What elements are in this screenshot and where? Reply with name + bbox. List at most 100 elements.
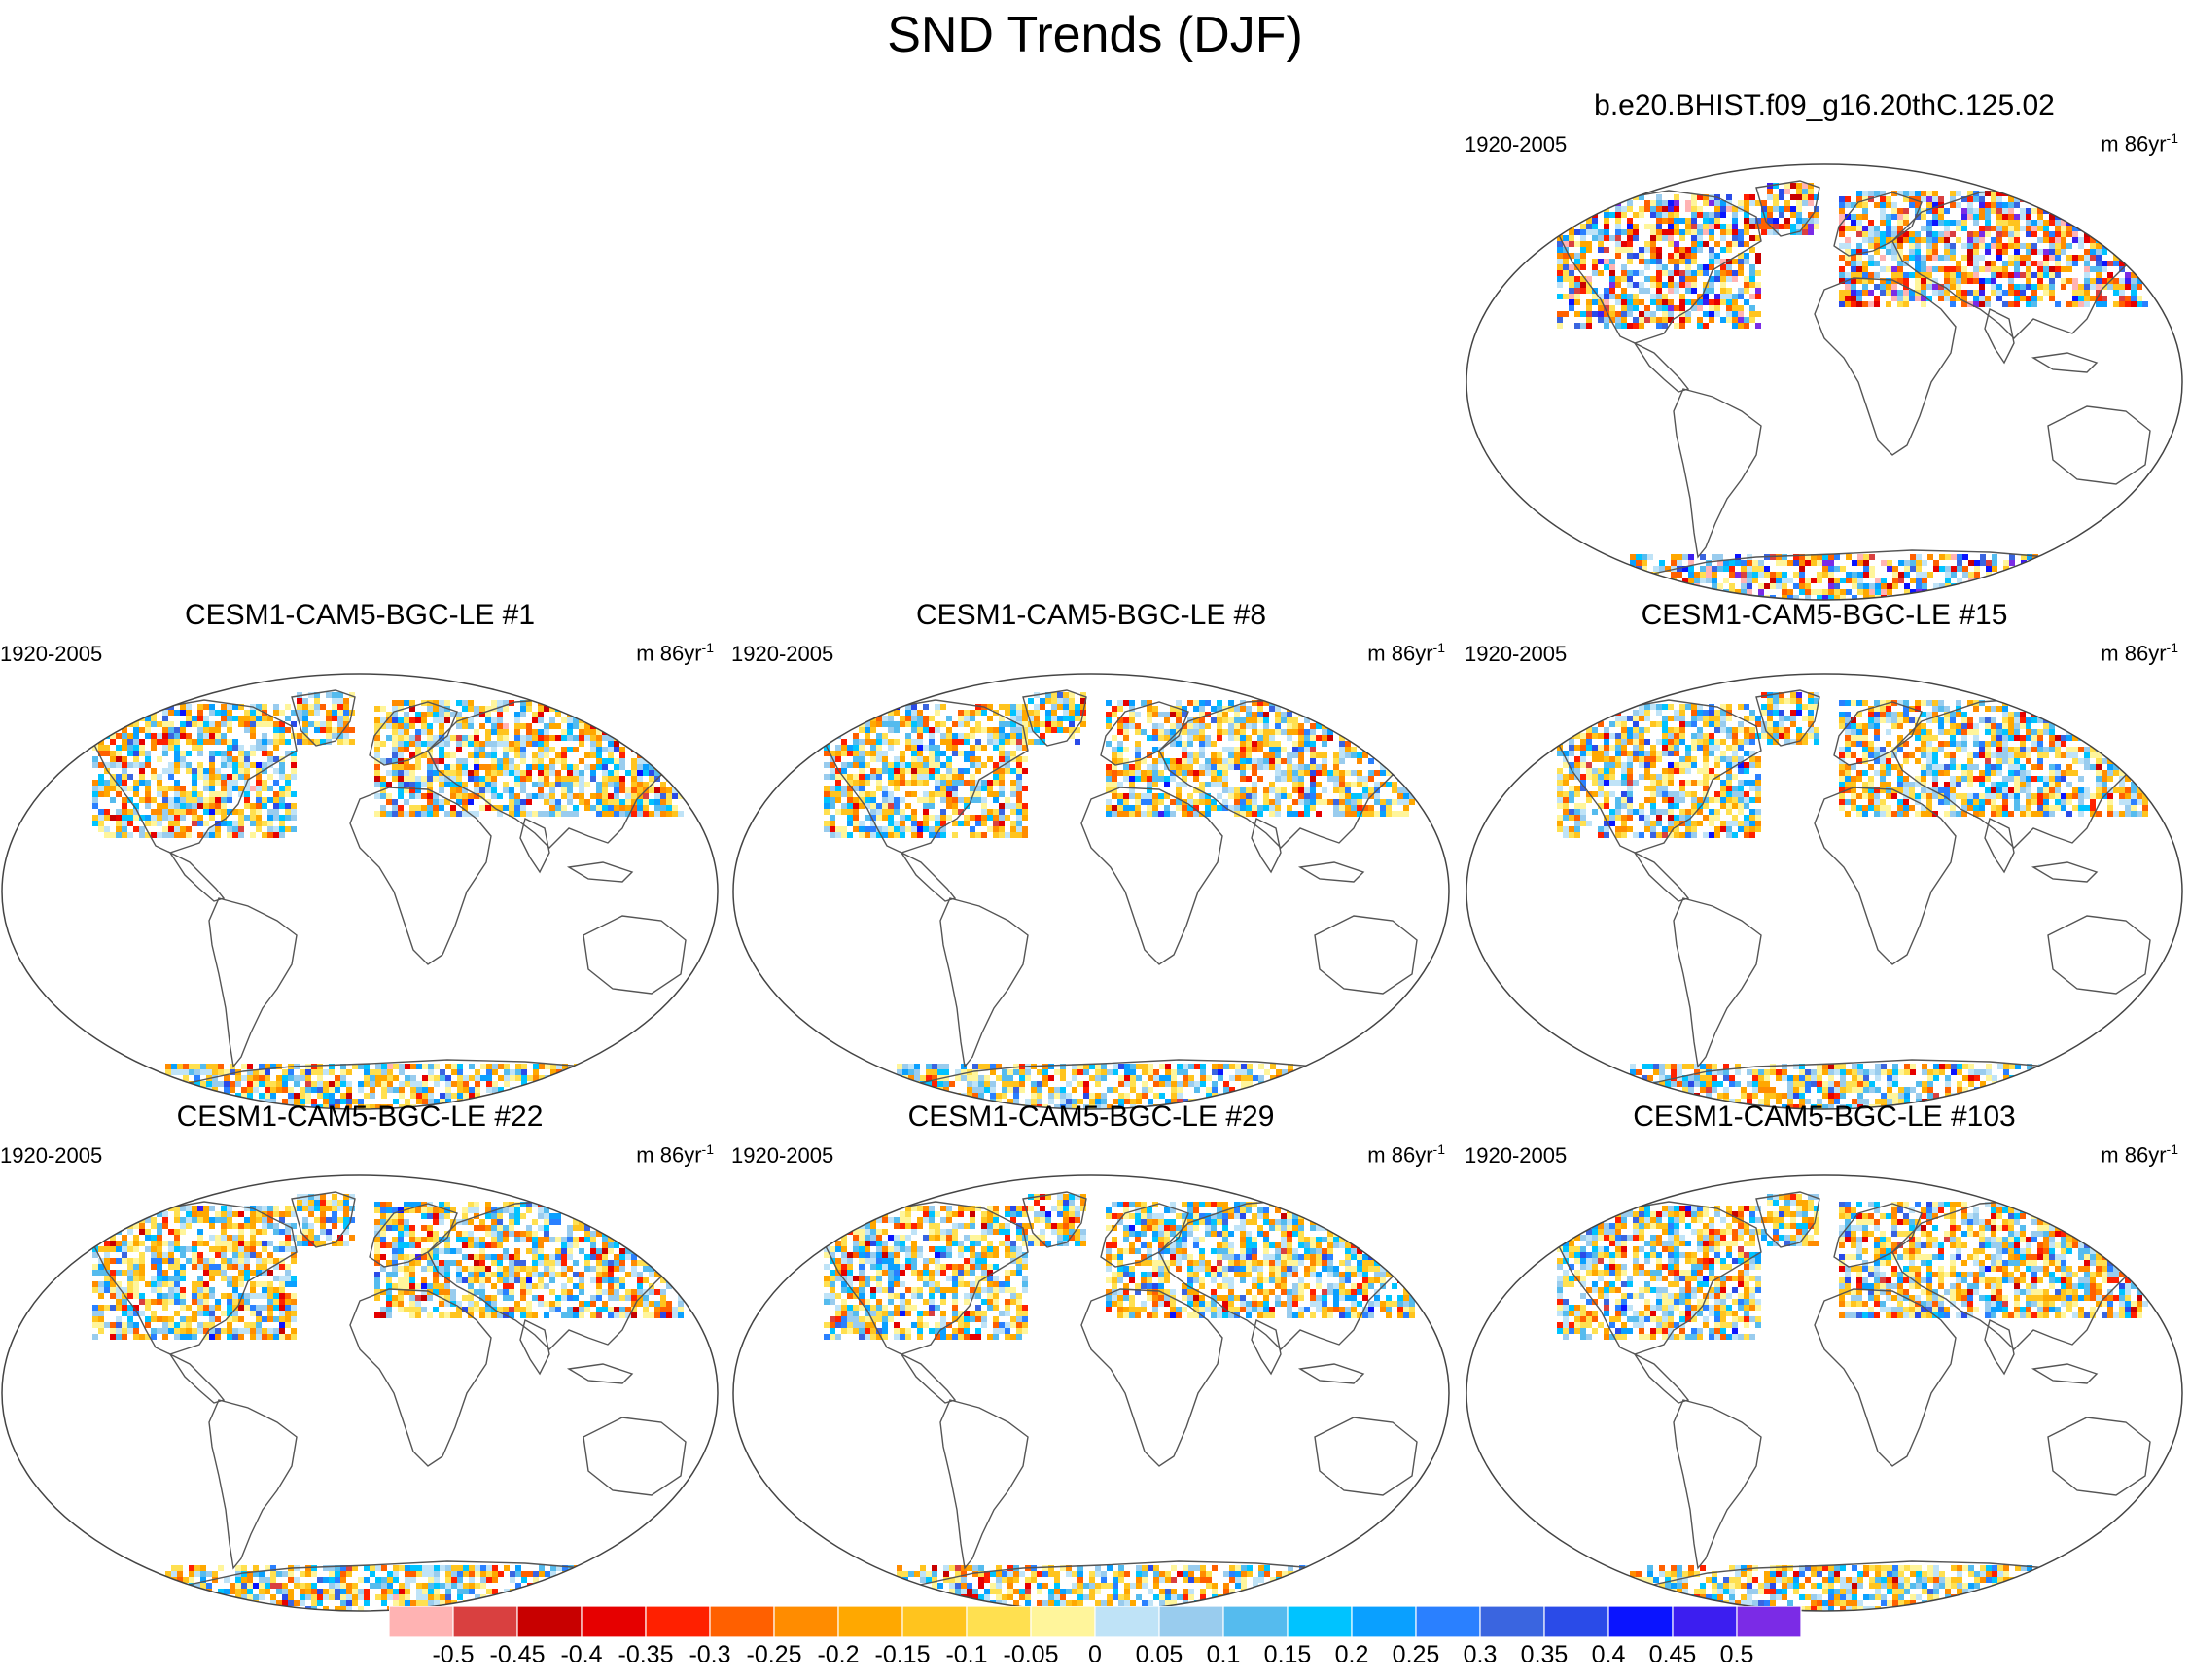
coastline-south-america [1674,898,1761,1067]
coastline-australia [583,916,686,994]
coastline-africa [1815,278,1956,455]
colorbar-swatch [1673,1606,1737,1637]
coastline-india [1985,1320,2014,1374]
coastline-central-america [170,1354,224,1403]
units-exponent: -1 [702,640,714,655]
colorbar-swatch [774,1606,838,1637]
coastline-central-america [901,853,955,901]
colorbar-swatch [453,1606,517,1637]
panel-units: m 86yr-1 [1367,640,1445,666]
colorbar-swatch [1159,1606,1223,1637]
map-panel: CESM1-CAM5-BGC-LE #1 1920-2005 m 86yr-1 [0,599,720,1085]
world-map [0,673,720,1112]
coastline-australia [2048,916,2150,994]
coastline-south-america [209,898,297,1067]
coastline-indonesia [569,862,632,882]
colorbar-swatch [1288,1606,1352,1637]
panel-period: 1920-2005 [1465,1143,1567,1169]
colorbar-tick-label: -0.3 [689,1641,730,1669]
panel-title: b.e20.BHIST.f09_g16.20thC.125.02 [1465,89,2184,122]
colorbar-tick-label: 0.35 [1521,1641,1569,1669]
units-text: m 86yr [2101,1142,2166,1167]
units-text: m 86yr [1367,1142,1432,1167]
units-exponent: -1 [2167,640,2178,655]
colorbar-swatch [389,1606,453,1637]
colorbar-swatch [582,1606,646,1637]
colorbar-swatch [646,1606,710,1637]
colorbar-tick-label: 0.2 [1335,1641,1369,1669]
trend-cells [1557,1194,2148,1612]
coastline-central-america [1635,343,1688,392]
units-exponent: -1 [2167,1141,2178,1157]
colorbar-tick-label: 0.1 [1207,1641,1241,1669]
units-exponent: -1 [702,1141,714,1157]
panel-title: CESM1-CAM5-BGC-LE #1 [0,599,720,632]
world-map [0,1174,720,1614]
coastline-central-america [901,1354,955,1403]
colorbar-swatch [1480,1606,1544,1637]
panel-title: CESM1-CAM5-BGC-LE #22 [0,1101,720,1134]
coastline-central-america [1635,1354,1688,1403]
world-map [1465,163,2184,603]
world-map [731,673,1451,1112]
colorbar-tick-label: -0.05 [1004,1641,1059,1669]
colorbar-tick-label: -0.15 [875,1641,931,1669]
units-text: m 86yr [2101,641,2166,665]
units-text: m 86yr [636,641,701,665]
panel-period: 1920-2005 [0,1143,102,1169]
panel-units: m 86yr-1 [636,1141,714,1168]
panel-units: m 86yr-1 [2101,130,2178,157]
trend-cells [824,1194,1415,1612]
panel-period: 1920-2005 [731,1143,833,1169]
trend-cells [1557,183,2148,601]
panel-title: CESM1-CAM5-BGC-LE #103 [1465,1101,2184,1134]
panel-period: 1920-2005 [0,642,102,667]
colorbar-tick-label: -0.1 [945,1641,987,1669]
coastline-indonesia [1300,1364,1363,1383]
colorbar-tick-label: 0.5 [1720,1641,1754,1669]
units-exponent: -1 [1433,640,1445,655]
colorbar-tick-label: -0.45 [490,1641,546,1669]
colorbar-swatch [1544,1606,1608,1637]
coastline-central-america [1635,853,1688,901]
coastline-south-america [940,1400,1028,1568]
world-map [731,1174,1451,1614]
coastline-india [1985,309,2014,363]
colorbar-tick-label: 0 [1088,1641,1102,1669]
colorbar-swatch [967,1606,1031,1637]
panel-units: m 86yr-1 [636,640,714,666]
colorbar-tick-label: 0.4 [1592,1641,1626,1669]
colorbar-swatch [1416,1606,1480,1637]
colorbar-swatch [710,1606,774,1637]
coastline-africa [1815,1289,1956,1466]
coastline-indonesia [2033,862,2097,882]
colorbar-swatch [838,1606,902,1637]
panel-title: CESM1-CAM5-BGC-LE #8 [731,599,1451,632]
coastline-indonesia [2033,1364,2097,1383]
coastline-india [1252,819,1281,872]
coastline-australia [2048,1418,2150,1495]
colorbar-swatch [1223,1606,1288,1637]
colorbar-tick-label: 0.25 [1393,1641,1440,1669]
panel-period: 1920-2005 [731,642,833,667]
coastline-south-america [209,1400,297,1568]
colorbar-tick-label: -0.35 [618,1641,674,1669]
coastline-australia [2048,406,2150,484]
trend-cells [92,692,684,1110]
colorbar-swatch [1352,1606,1416,1637]
units-text: m 86yr [636,1142,701,1167]
figure-title: SND Trends (DJF) [0,6,2190,64]
coastline-south-america [1674,1400,1761,1568]
panel-units: m 86yr-1 [2101,1141,2178,1168]
units-text: m 86yr [1367,641,1432,665]
colorbar-labels: -0.5-0.45-0.4-0.35-0.3-0.25-0.2-0.15-0.1… [0,1641,2190,1680]
panel-units: m 86yr-1 [2101,640,2178,666]
panel-units: m 86yr-1 [1367,1141,1445,1168]
coastline-central-america [170,853,224,901]
units-exponent: -1 [2167,130,2178,146]
panel-title: CESM1-CAM5-BGC-LE #15 [1465,599,2184,632]
map-panel: CESM1-CAM5-BGC-LE #8 1920-2005 m 86yr-1 [731,599,1451,1085]
